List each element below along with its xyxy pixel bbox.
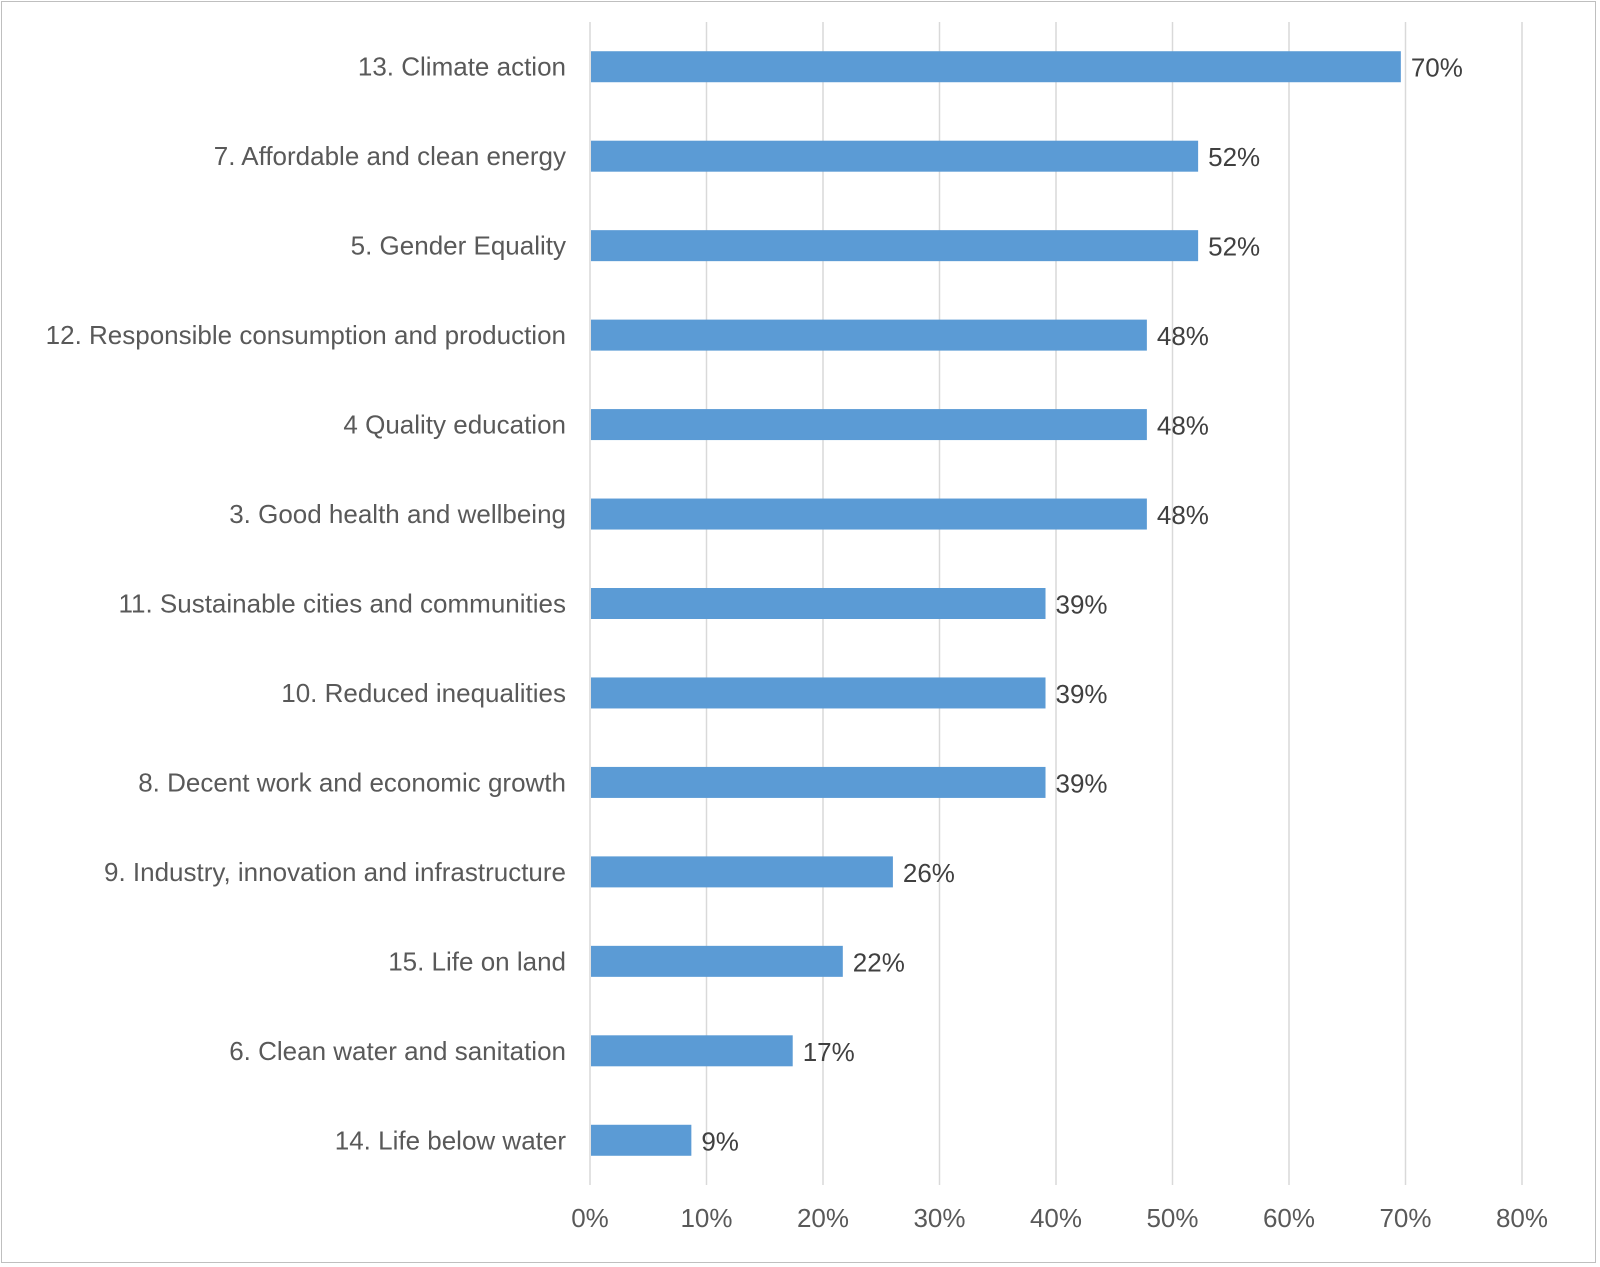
gridlines	[589, 22, 1523, 1185]
x-tick-label: 20%	[797, 1203, 849, 1233]
category-label: 5. Gender Equality	[351, 231, 566, 261]
category-label: 12. Responsible consumption and producti…	[46, 320, 566, 350]
category-label: 11. Sustainable cities and communities	[118, 589, 566, 619]
x-tick-label: 30%	[913, 1203, 965, 1233]
bar	[591, 409, 1147, 441]
data-label: 26%	[903, 858, 955, 888]
data-label: 48%	[1157, 500, 1209, 530]
data-label: 39%	[1056, 768, 1108, 798]
bar	[591, 230, 1199, 262]
x-tick-labels: 0% 10% 20% 30% 40% 50% 60% 70% 80%	[571, 1203, 1548, 1233]
bar	[591, 1035, 793, 1067]
data-label: 52%	[1208, 232, 1260, 262]
bar	[591, 498, 1147, 530]
data-label: 48%	[1157, 321, 1209, 351]
bars	[591, 51, 1401, 1156]
bar	[591, 319, 1147, 351]
category-label: 14. Life below water	[335, 1125, 567, 1155]
x-tick-label: 80%	[1496, 1203, 1548, 1233]
category-label: 10. Reduced inequalities	[281, 678, 566, 708]
data-label: 39%	[1056, 679, 1108, 709]
x-tick-label: 50%	[1146, 1203, 1198, 1233]
data-label: 48%	[1157, 411, 1209, 441]
data-label: 70%	[1411, 53, 1463, 83]
bar	[591, 677, 1046, 709]
x-tick-label: 60%	[1263, 1203, 1315, 1233]
category-label: 3. Good health and wellbeing	[229, 499, 566, 529]
category-label: 13. Climate action	[358, 52, 566, 82]
x-tick-label: 70%	[1379, 1203, 1431, 1233]
category-labels: 13. Climate action 7. Affordable and clea…	[46, 52, 567, 1156]
x-tick-label: 10%	[680, 1203, 732, 1233]
category-label: 8. Decent work and economic growth	[138, 767, 566, 797]
data-label: 22%	[853, 947, 905, 977]
bar	[591, 856, 893, 888]
data-label: 17%	[803, 1037, 855, 1067]
x-tick-label: 40%	[1030, 1203, 1082, 1233]
bar	[591, 766, 1046, 798]
category-label: 6. Clean water and sanitation	[229, 1036, 566, 1066]
category-label: 4 Quality education	[343, 410, 566, 440]
data-label: 9%	[701, 1126, 739, 1156]
category-label: 9. Industry, innovation and infrastructu…	[104, 857, 566, 887]
x-tick-label: 0%	[571, 1203, 609, 1233]
data-label: 52%	[1208, 142, 1260, 172]
bar	[591, 1124, 692, 1156]
bar	[591, 140, 1199, 172]
value-labels: 70% 52% 52% 48% 48% 48% 39% 39% 39% 26% 22% 17% 9%	[701, 53, 1463, 1157]
data-label: 39%	[1056, 590, 1108, 620]
category-label: 7. Affordable and clean energy	[214, 141, 566, 171]
bar	[591, 588, 1046, 619]
bar	[591, 51, 1401, 83]
bar	[591, 945, 843, 977]
category-label: 15. Life on land	[388, 946, 566, 976]
